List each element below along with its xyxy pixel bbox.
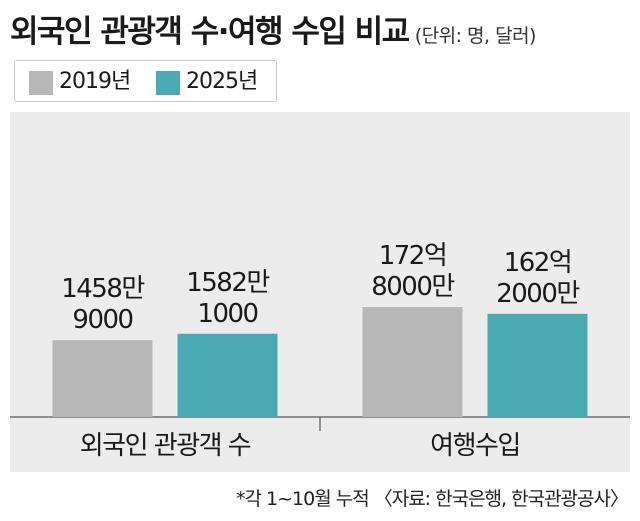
bar-label-1-2025-line1: 1582만 [186, 268, 269, 298]
bar-1-2019 [52, 340, 153, 417]
header: 외국인 관광객 수·여행 수입 비교 (단위: 명, 달러) [10, 6, 630, 50]
category-label-1: 외국인 관광객 수 [80, 431, 251, 461]
category-label-2: 여행수입 [430, 431, 520, 461]
bar-label-2-2025-line1: 162억 [504, 248, 572, 278]
bar-label-2-2019-line1: 172억 [379, 241, 447, 271]
chart-area: 1458만 9000 1582만 1000 외국인 관광객 수 172억 8000만 162억… [10, 112, 630, 472]
legend: 2019년 2025년 [14, 60, 277, 102]
unit-label: (단위: 명, 달러) [414, 25, 537, 47]
chart-title: 외국인 관광객 수·여행 수입 비교 [10, 14, 410, 50]
legend-label-2019: 2019년 [59, 69, 131, 94]
footnote: *각 1~10월 누적 〈자료: 한국은행, 한국관광공사〉 [235, 488, 629, 510]
bar-1-2025 [177, 333, 278, 417]
bar-label-2-2025-line2: 2000만 [496, 279, 579, 309]
bar-2-2019 [362, 307, 463, 417]
bar-label-1-2019-line2: 9000 [72, 305, 132, 335]
legend-swatch-2019 [29, 71, 53, 95]
legend-swatch-2025 [156, 71, 180, 95]
bar-label-1-2025-line2: 1000 [197, 299, 257, 329]
legend-label-2025: 2025년 [186, 69, 258, 94]
bar-label-2-2019-line2: 8000만 [371, 272, 454, 302]
bar-label-1-2019-line1: 1458만 [61, 274, 144, 304]
bar-2-2025 [487, 313, 588, 417]
